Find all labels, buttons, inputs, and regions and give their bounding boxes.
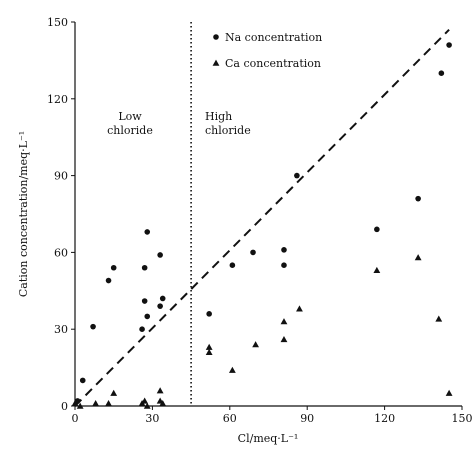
ca-point	[445, 389, 453, 396]
na-point	[139, 326, 145, 333]
na-point	[281, 247, 287, 253]
y-tick-label: 120	[47, 93, 68, 106]
ca-point	[141, 397, 149, 404]
y-tick-label: 30	[54, 323, 68, 336]
na-point	[250, 249, 256, 256]
na-point	[374, 226, 380, 233]
ca-point	[280, 318, 288, 325]
na-point	[79, 377, 86, 384]
x-tick-label: 30	[145, 412, 159, 425]
na-point	[141, 264, 148, 271]
na-point	[110, 264, 117, 271]
ca-point	[280, 336, 288, 343]
y-tick-label: 90	[54, 170, 68, 183]
x-tick-label: 120	[374, 412, 395, 425]
ca-point	[92, 400, 100, 407]
na-point	[438, 70, 445, 76]
tick-marks: 0 30 60 90 120 150 0 30 60 90 120 150	[47, 16, 473, 425]
legend: Na concentration Ca concentration	[212, 31, 322, 70]
ca-point	[205, 348, 213, 355]
ca-point	[105, 400, 112, 407]
ca-point	[435, 315, 443, 322]
ca-point	[373, 266, 381, 274]
ca-point	[156, 387, 164, 394]
na-point	[144, 313, 151, 320]
y-tick-label: 150	[47, 16, 68, 29]
reference-dashed-line	[74, 28, 450, 407]
na-point	[229, 262, 236, 269]
x-tick-label: 60	[223, 412, 237, 425]
ca-point	[252, 341, 259, 348]
ca-point	[76, 402, 84, 409]
region-label-low: Low	[118, 110, 142, 123]
legend-label: Ca concentration	[225, 57, 321, 70]
na-point	[281, 262, 287, 269]
ca-point	[143, 402, 151, 409]
ca-point	[205, 343, 213, 350]
region-label-high: chloride	[205, 124, 251, 137]
legend-triangle-marker	[212, 59, 220, 66]
na-point	[206, 311, 212, 317]
ca-point	[228, 366, 236, 373]
na-point	[157, 252, 163, 258]
na-point	[90, 323, 96, 330]
y-tick-label: 0	[61, 400, 68, 413]
x-tick-label: 90	[300, 412, 314, 425]
ca-point	[296, 305, 303, 312]
na-point	[105, 277, 112, 284]
na-point	[144, 229, 151, 235]
na-point	[141, 298, 148, 304]
data-points	[71, 42, 453, 409]
y-axis-label: Cation concentration/meq·L⁻¹	[17, 131, 30, 297]
legend-circle-marker	[213, 34, 219, 40]
x-tick-label: 0	[72, 412, 79, 425]
ca-point	[414, 254, 422, 261]
legend-label: Na concentration	[225, 31, 322, 44]
na-point	[446, 42, 452, 48]
na-point	[294, 172, 300, 179]
ca-point	[71, 400, 79, 407]
na-point	[415, 195, 421, 202]
ca-point	[110, 389, 118, 396]
na-point	[157, 303, 163, 309]
x-axis-label: Cl/meq·L⁻¹	[238, 432, 299, 445]
region-label-low: chloride	[107, 124, 153, 137]
x-tick-label: 150	[452, 412, 473, 425]
y-tick-label: 60	[54, 246, 68, 259]
na-point	[159, 295, 166, 302]
region-label-high: High	[205, 110, 232, 123]
ca-point	[159, 400, 167, 407]
